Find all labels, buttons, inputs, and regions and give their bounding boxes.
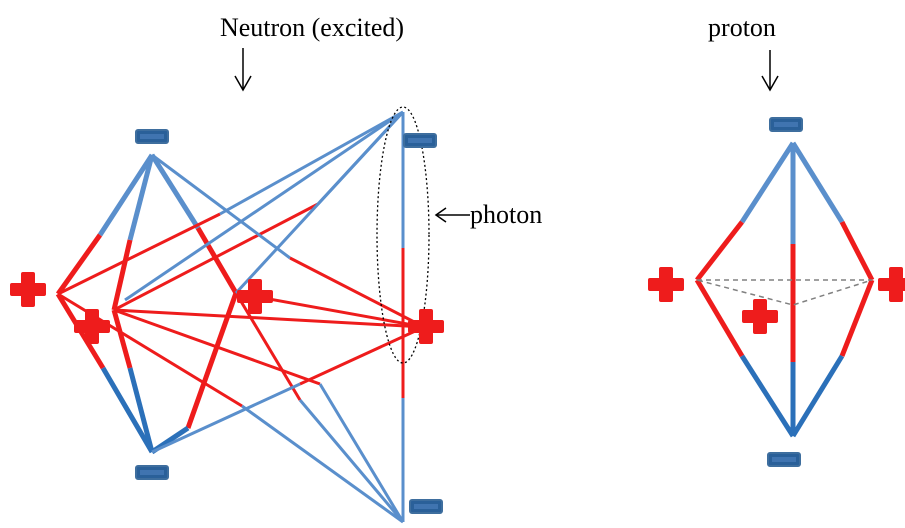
minus-charge-icon	[769, 117, 803, 132]
bond-top-to-inner-red	[111, 239, 133, 311]
plus-charge-icon	[74, 309, 110, 344]
photon-label: photon	[470, 200, 542, 229]
bond-top-to-rightplus-blue	[151, 153, 291, 260]
plus-charge-icon	[742, 299, 778, 334]
bond-rightplus-to-bottom-red	[299, 325, 425, 386]
minus-charge-icon	[135, 465, 169, 480]
bond-center-to-lower-red	[234, 292, 302, 401]
minus-charge-icon	[409, 499, 443, 514]
neutron-title: Neutron (excited)	[220, 13, 404, 42]
bond-left-to-bottom-blue	[100, 366, 155, 454]
neutron-bonds	[55, 110, 425, 524]
bond-rightplus-to-bottom-blue	[151, 382, 301, 454]
bond-topright-to-center-blue	[234, 110, 405, 295]
bond-top-to-center-blue	[149, 153, 201, 230]
bond-top-to-center-red	[195, 226, 239, 295]
proton-bonds	[694, 141, 875, 438]
minus-charge-icon	[403, 133, 437, 148]
neutron-arrow-icon	[234, 48, 252, 92]
photon-arrow-icon	[434, 207, 470, 223]
bond-inner-to-lowright-red	[113, 308, 321, 386]
bond-inner-to-topright-red	[113, 202, 319, 312]
bond-bottomright-to-plus-red	[403, 327, 424, 522]
bond-left-to-topright-red	[57, 212, 221, 296]
plus-charge-icon	[408, 309, 444, 344]
minus-charge-icon	[135, 129, 169, 144]
bond-bottomright-to-center-blue	[298, 399, 405, 523]
bond-top-to-inner-blue	[127, 154, 155, 241]
plus-charge-icon	[878, 267, 905, 302]
plus-charge-icon	[237, 279, 273, 314]
bond-inner-to-bottom-blue	[127, 367, 155, 453]
bond-topright-to-left-blue	[219, 110, 404, 216]
bond-bottomright-to-inner-blue	[318, 383, 405, 523]
bond-top-to-left-red	[55, 233, 103, 296]
bond-inner-to-rightplus-red	[113, 308, 425, 329]
minus-charge-icon	[767, 452, 801, 467]
proton-title: proton	[708, 13, 776, 42]
bond-topright-to-inner2-blue	[124, 110, 404, 302]
proton-arrow-icon	[761, 50, 779, 92]
bond-top-to-left-blue	[97, 153, 155, 237]
plus-charge-icon	[10, 272, 46, 307]
plus-charge-icon	[648, 267, 684, 302]
bond-bottomright-to-left-blue	[241, 404, 404, 524]
photon-ellipse	[376, 106, 430, 364]
bond-inner-to-bottom-red	[111, 309, 133, 369]
